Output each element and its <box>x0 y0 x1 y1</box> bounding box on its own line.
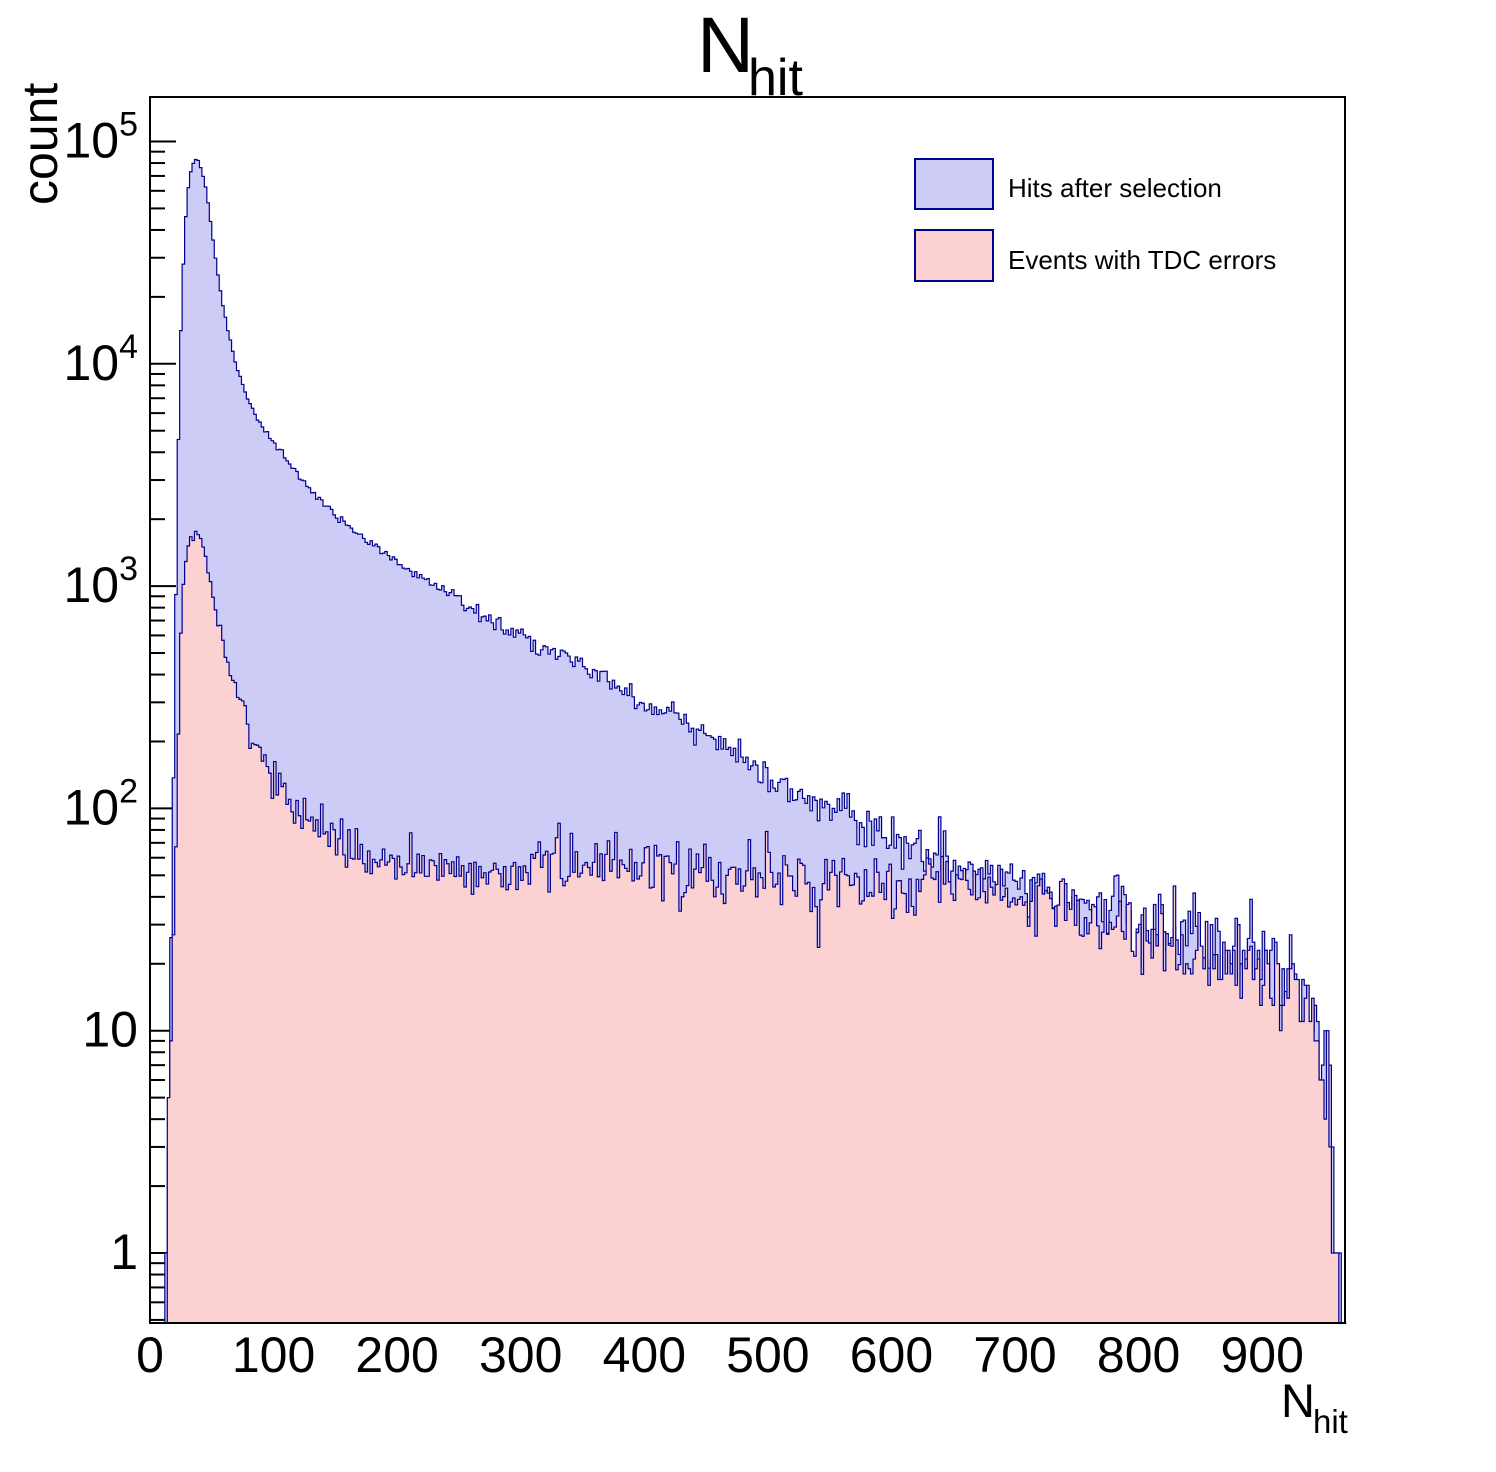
histograms <box>150 158 1347 1324</box>
x-tick-label: 800 <box>1097 1327 1180 1383</box>
x-axis-title: N hit <box>1281 1374 1348 1440</box>
chart-title: N hit <box>697 0 803 107</box>
legend-swatch <box>914 229 994 282</box>
chart-title-main: N <box>697 0 754 89</box>
plot-frame <box>149 96 1346 1324</box>
x-tick-label: 200 <box>355 1327 438 1383</box>
x-tick-label: 600 <box>850 1327 933 1383</box>
y-tick-label: 10 <box>82 1002 138 1058</box>
x-axis-title-main: N <box>1281 1374 1315 1427</box>
chart-title-sub: hit <box>748 49 803 107</box>
x-tick-label: 500 <box>726 1327 809 1383</box>
x-tick-label: 0 <box>136 1327 164 1383</box>
legend-swatch <box>914 158 994 210</box>
y-tick-label: 104 <box>63 328 138 391</box>
legend-label: Hits after selection <box>1008 173 1222 203</box>
y-tick-label: 1 <box>110 1224 138 1280</box>
y-tick-label: 105 <box>63 106 138 169</box>
legend-entry: Events with TDC errors <box>914 229 1276 282</box>
y-axis-title: count <box>12 83 68 205</box>
y-tick-label: 103 <box>63 550 138 613</box>
x-tick-label: 700 <box>973 1327 1056 1383</box>
legend-label: Events with TDC errors <box>1008 245 1276 275</box>
tick-labels: 0 100 200 300 400 500 600 700 800 900 1 10 102 103 104… <box>63 106 1303 1384</box>
y-tick-label: 102 <box>63 772 138 835</box>
x-tick-label: 300 <box>479 1327 562 1383</box>
x-tick-label: 900 <box>1220 1327 1303 1383</box>
x-tick-label: 400 <box>603 1327 686 1383</box>
x-axis-title-sub: hit <box>1313 1403 1348 1440</box>
legend-entry: Hits after selection <box>914 158 1222 210</box>
legend: Hits after selection Events with TDC erro… <box>914 158 1276 282</box>
x-tick-label: 100 <box>232 1327 315 1383</box>
histogram-events-with-tdc-errors <box>150 530 1347 1324</box>
